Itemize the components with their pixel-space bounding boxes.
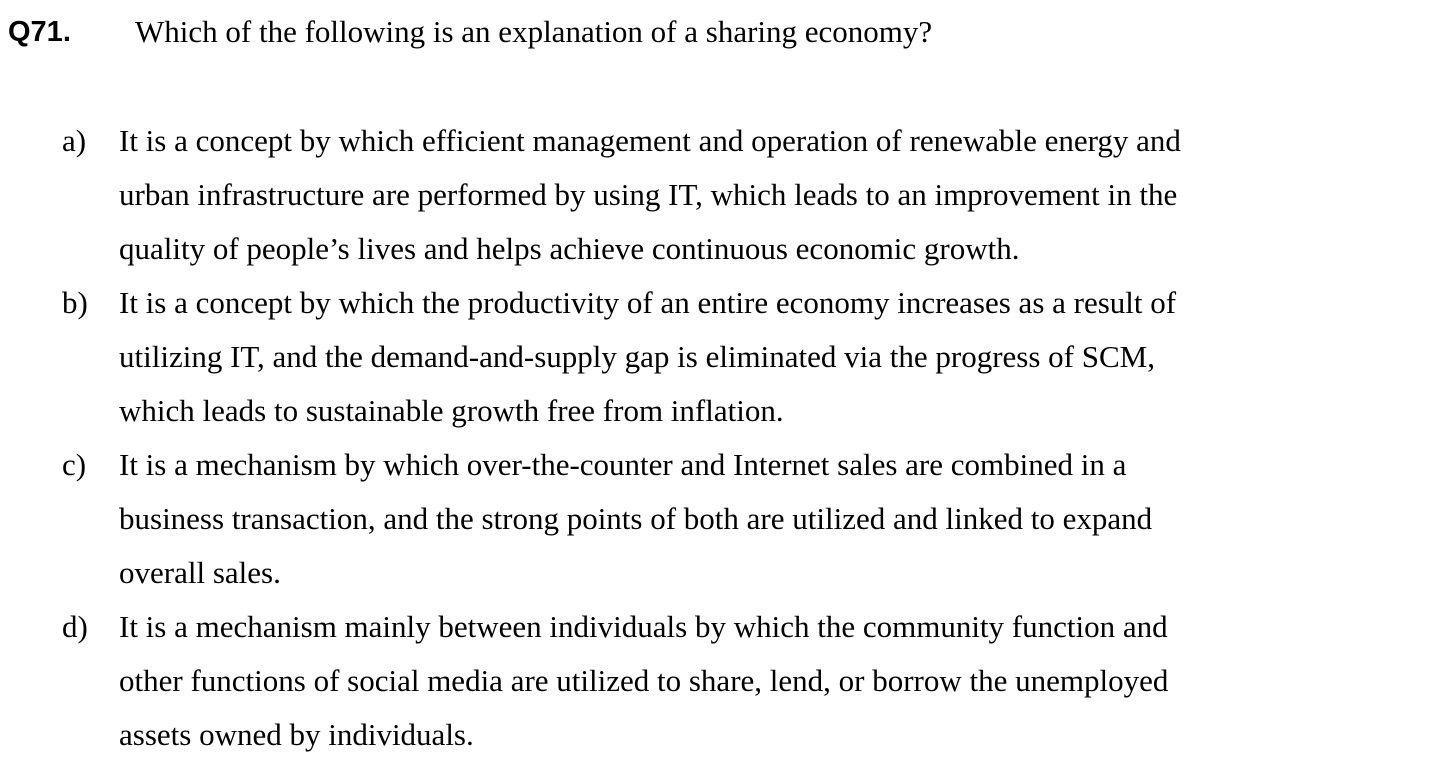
option-letter: c) [62, 447, 87, 482]
option-text-line: It is a mechanism by which over-the-coun… [119, 447, 1127, 482]
option-text-line: business transaction, and the strong poi… [119, 501, 1153, 536]
option-a: a) It is a concept by which efficient ma… [62, 114, 1442, 276]
option-text-line: other functions of social media are util… [119, 663, 1169, 698]
option-text-line: It is a concept by which efficient manag… [119, 123, 1181, 158]
option-b: b) It is a concept by which the producti… [62, 276, 1442, 438]
option-c: c) It is a mechanism by which over-the-c… [62, 438, 1442, 600]
option-text-line: urban infrastructure are performed by us… [119, 177, 1178, 212]
option-text-line: assets owned by individuals. [119, 717, 474, 752]
option-text-line: It is a concept by which the productivit… [119, 285, 1177, 320]
option-text-line: which leads to sustainable growth free f… [119, 393, 784, 428]
question-number: Q71. [8, 16, 71, 48]
option-letter: b) [62, 285, 88, 320]
question-text: Which of the following is an explanation… [135, 14, 933, 49]
option-text-line: overall sales. [119, 555, 281, 590]
option-text-line: quality of people’s lives and helps achi… [119, 231, 1020, 266]
option-text-line: utilizing IT, and the demand-and-supply … [119, 339, 1155, 374]
option-text-line: It is a mechanism mainly between individ… [119, 609, 1168, 644]
option-d: d) It is a mechanism mainly between indi… [62, 600, 1442, 762]
answer-options: a) It is a concept by which efficient ma… [62, 114, 1442, 762]
option-letter: d) [62, 609, 88, 644]
option-letter: a) [62, 123, 87, 158]
